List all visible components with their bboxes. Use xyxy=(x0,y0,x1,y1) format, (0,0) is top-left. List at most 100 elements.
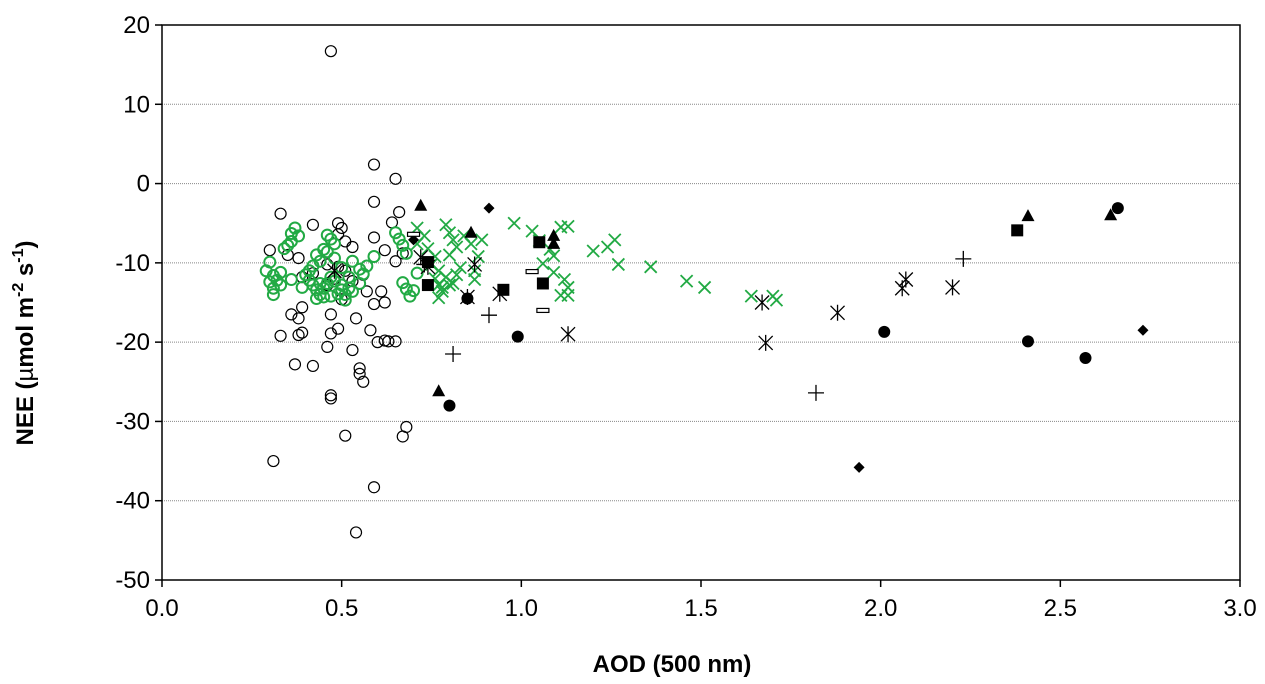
data-point-x-cross xyxy=(432,291,446,305)
data-point-asterisk xyxy=(467,256,483,273)
x-tick-label: 1.5 xyxy=(684,595,717,622)
data-point-asterisk xyxy=(754,294,770,311)
data-point-open-circle xyxy=(392,232,406,246)
data-point-x-cross xyxy=(475,233,489,247)
data-point-open-circle xyxy=(324,45,337,58)
data-point-open-circle xyxy=(277,242,291,256)
data-point-open-circle xyxy=(367,195,381,208)
data-point-filled-square xyxy=(1011,224,1024,237)
data-point-open-circle xyxy=(324,389,337,402)
data-point-asterisk xyxy=(327,262,342,279)
x-axis-title: AOD (500 nm) xyxy=(593,651,752,678)
y-axis-title-prefix: NEE ( xyxy=(12,381,39,445)
data-point-open-circle xyxy=(339,235,352,248)
data-point-plus xyxy=(955,250,972,267)
data-point-filled-triangle xyxy=(1104,208,1118,221)
data-point-open-bar xyxy=(536,307,550,314)
data-point-x-cross xyxy=(586,244,600,258)
data-point-filled-circle xyxy=(461,292,474,305)
data-point-open-circle xyxy=(346,343,359,357)
y-tick-label: -10 xyxy=(115,250,150,277)
data-point-open-circle xyxy=(324,270,338,284)
data-point-plus xyxy=(445,346,462,363)
data-point-open-circle xyxy=(302,264,316,278)
y-tick-label: -40 xyxy=(115,488,150,515)
data-point-asterisk xyxy=(758,334,774,351)
data-point-x-cross xyxy=(536,257,550,271)
data-point-open-circle xyxy=(378,244,391,257)
data-point-open-circle xyxy=(364,324,377,337)
data-point-x-cross xyxy=(442,248,457,262)
data-point-open-circle xyxy=(399,246,413,260)
data-point-x-cross xyxy=(442,278,457,292)
data-point-open-circle xyxy=(267,454,280,468)
data-point-open-bar xyxy=(406,231,421,237)
y-tick-label: 0 xyxy=(137,171,150,198)
data-point-open-circle xyxy=(324,289,338,303)
data-point-open-circle xyxy=(288,358,302,371)
data-point-open-circle xyxy=(324,327,337,340)
data-point-x-cross xyxy=(557,272,572,287)
series-plus xyxy=(416,250,972,401)
series-open-circle xyxy=(259,221,424,307)
data-point-filled-diamond xyxy=(853,461,865,473)
y-tick-label: -30 xyxy=(115,408,150,435)
data-point-open-circle xyxy=(296,326,309,339)
y-axis-title-mu: µ xyxy=(12,367,39,381)
data-point-open-circle xyxy=(274,278,288,292)
data-point-open-circle xyxy=(353,367,366,380)
data-point-x-cross xyxy=(644,260,658,274)
data-point-open-circle xyxy=(396,276,410,290)
data-point-open-circle xyxy=(349,312,363,325)
data-point-open-circle xyxy=(353,362,366,375)
data-point-asterisk xyxy=(898,271,914,288)
data-point-x-cross xyxy=(608,233,622,247)
data-point-asterisk xyxy=(560,326,576,343)
x-tick-label: 2.0 xyxy=(864,595,897,622)
data-point-open-circle xyxy=(292,312,305,325)
data-point-filled-square xyxy=(497,283,510,296)
x-tick-label: 2.5 xyxy=(1044,595,1077,622)
data-point-open-circle xyxy=(281,248,294,262)
y-axis-ticks: 20 10 0 -10 -20 -30 -40 -50 xyxy=(115,12,162,594)
data-point-filled-square xyxy=(533,236,546,249)
data-point-open-circle xyxy=(410,266,424,280)
data-point-x-cross xyxy=(547,249,561,263)
y-axis-title-sup-1: -1 xyxy=(10,248,27,262)
data-point-open-circle xyxy=(399,282,413,296)
x-tick-label: 0.5 xyxy=(325,595,358,622)
data-point-open-circle xyxy=(292,252,305,265)
series-open-circle xyxy=(263,45,413,539)
data-point-x-cross xyxy=(446,233,460,247)
data-point-filled-circle xyxy=(1079,352,1092,364)
data-point-open-circle xyxy=(274,207,287,220)
series-filled-triangle xyxy=(414,198,1118,397)
data-point-open-circle xyxy=(331,287,345,301)
data-point-open-circle xyxy=(360,285,373,298)
data-point-filled-square xyxy=(536,277,549,290)
data-point-filled-square xyxy=(421,256,434,269)
data-point-open-circle xyxy=(346,240,359,254)
data-point-filled-diamond xyxy=(1137,324,1149,336)
data-point-open-circle xyxy=(357,375,370,388)
data-point-open-circle xyxy=(284,227,298,241)
data-point-open-circle xyxy=(306,359,320,373)
data-point-asterisk xyxy=(945,279,960,296)
x-tick-label: 0.0 xyxy=(145,595,178,622)
y-axis-title-sup-2: -2 xyxy=(10,283,27,297)
data-point-x-cross xyxy=(547,265,561,280)
data-point-open-circle xyxy=(367,231,381,244)
data-point-open-circle xyxy=(320,245,334,259)
y-axis-title-suffix: ) xyxy=(12,240,39,248)
data-point-open-circle xyxy=(335,283,349,297)
data-point-open-circle xyxy=(371,336,384,349)
data-point-open-circle xyxy=(396,238,410,252)
data-point-x-cross xyxy=(439,270,453,284)
data-point-plus xyxy=(480,307,497,324)
data-point-open-circle xyxy=(263,244,276,257)
data-point-x-cross xyxy=(744,289,758,303)
y-axis-title: NEE (µmol m-2 s-1) xyxy=(10,240,39,445)
data-point-open-circle xyxy=(342,270,356,284)
data-point-open-circle xyxy=(407,284,421,298)
data-point-x-cross xyxy=(435,280,449,295)
